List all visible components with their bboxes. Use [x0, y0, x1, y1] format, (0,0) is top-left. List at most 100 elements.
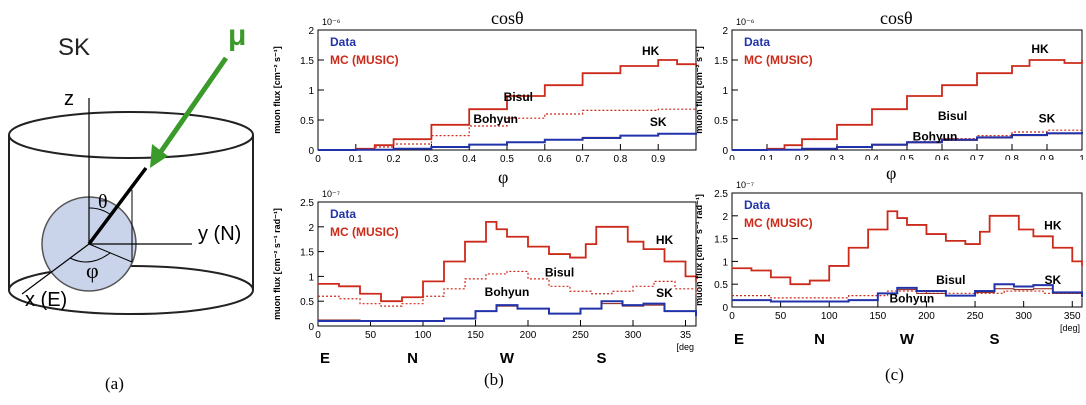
theta-label: θ: [98, 191, 108, 213]
panel-c-top-title: cosθ: [880, 8, 913, 28]
x-tick-label: 150: [467, 330, 484, 341]
y-tick-label: 1.5: [300, 56, 314, 67]
series-label-sk: SK: [1039, 111, 1056, 125]
y-exponent: 10⁻⁶: [736, 17, 755, 27]
x-tick-label: 100: [821, 311, 838, 322]
series-label-bisul: Bisul: [936, 273, 965, 287]
x-tick-label: 0.4: [462, 154, 476, 165]
y-tick-label: 1.5: [714, 56, 728, 67]
direction-n: N: [814, 331, 825, 348]
projection-ground: [88, 243, 133, 263]
muon-arrowhead: [150, 144, 168, 168]
x-tick-label: 0.3: [424, 154, 438, 165]
series-label-hk: HK: [656, 233, 674, 247]
legend-mc: MC (MUSIC): [330, 225, 399, 239]
series-bohyun-line: [318, 303, 697, 322]
series-hk-line: [318, 220, 697, 303]
y-tick-label: 1: [722, 86, 728, 97]
series-label-hk: HK: [1031, 42, 1049, 56]
x-tick-label: 300: [625, 330, 642, 341]
y-tick-label: 2: [308, 223, 314, 234]
y-exponent: 10⁻⁶: [322, 17, 341, 27]
particle-label: μ: [228, 19, 246, 52]
legend-data: Data: [330, 35, 356, 49]
caption-a: (a): [105, 374, 124, 393]
x-tick-label: 200: [520, 330, 537, 341]
y-axis-label: muon flux [cm⁻² s⁻¹]: [694, 46, 704, 134]
x-tick-label: 0.1: [760, 154, 774, 160]
y-tick-label: 1.5: [300, 248, 314, 259]
x-tick-label: 0.5: [900, 154, 914, 160]
series-label-bohyun: Bohyun: [890, 291, 935, 305]
detector-diagram: SK μ z y (N) x (E) θ φ: [8, 19, 254, 315]
series-label-sk: SK: [656, 286, 673, 300]
plot-frame: [731, 192, 1083, 308]
y-tick-label: 0: [308, 322, 314, 333]
series-label-bisul: Bisul: [545, 265, 574, 279]
y-tick-label: 0.5: [300, 116, 314, 127]
detector-title: SK: [58, 34, 90, 61]
x-tick-label: 50: [775, 311, 787, 322]
cylinder-top: [8, 111, 254, 159]
x-axis-label: x (E): [25, 289, 67, 311]
series-label-bohyun: Bohyun: [485, 285, 530, 299]
y-tick-label: 2.5: [300, 198, 314, 209]
caption-c: (c): [885, 365, 904, 384]
series-label-sk: SK: [650, 115, 667, 129]
phi-arc: [69, 252, 111, 263]
x-tick-label: 0.9: [651, 154, 665, 165]
x-tick-label: 200: [918, 311, 935, 322]
x-tick-label: 150: [869, 311, 886, 322]
y-tick-label: 1: [308, 86, 314, 97]
y-tick-label: 0.5: [714, 280, 728, 291]
z-axis-label: z: [64, 88, 74, 110]
series-hk-line: [732, 59, 1083, 151]
legend-mc: MC (MUSIC): [330, 53, 399, 67]
panel-c-bottom-title: φ: [886, 163, 897, 183]
panel-b-top-title: cosθ: [491, 8, 524, 28]
x-tick-label: 0.2: [387, 154, 401, 165]
series-bisul-line: [732, 290, 1083, 299]
plot-frame: [731, 29, 1083, 151]
series-hk-line: [318, 59, 697, 151]
series-label-bisul: Bisul: [504, 90, 533, 104]
direction-w: W: [900, 331, 915, 348]
chart-c-top: 0 0.5 1 1.5 2 0 0.1 0.2 0.3 0.4 0.5 0.6 0.7 0.8 0.9 1 10…: [694, 17, 1085, 160]
x-tick-label: 0.7: [576, 154, 590, 165]
y-tick-label: 1.5: [714, 235, 728, 246]
series-label-bisul: Bisul: [938, 109, 967, 123]
y-axis-label: muon flux [cm⁻² s⁻¹]: [272, 46, 282, 134]
y-tick-label: 1: [308, 272, 314, 283]
y-axis-label: muon flux [cm⁻² s⁻¹ rad⁻¹]: [272, 208, 282, 320]
legend-mc: MC (MUSIC): [744, 53, 813, 67]
direction-n: N: [407, 350, 418, 367]
legend-mc: MC (MUSIC): [744, 216, 813, 230]
series-label-sk: SK: [1044, 273, 1061, 287]
chart-c-bottom: 0 0.5 1 1.5 2 2.5 0 50 100 150 200 250 300 350[deg] 10…: [694, 180, 1083, 348]
y-tick-label: 0.5: [714, 116, 728, 127]
legend-data: Data: [744, 198, 770, 212]
series-label-bohyun: Bohyun: [473, 112, 518, 126]
legend-data: Data: [330, 207, 356, 221]
y-tick-label: 1: [722, 257, 728, 268]
x-tick-label: 0.2: [795, 154, 809, 160]
direction-e: E: [320, 350, 330, 367]
x-tick-label: 0.4: [865, 154, 879, 160]
y-tick-label: 2.5: [714, 189, 728, 200]
x-tick-label: 0.8: [1005, 154, 1019, 160]
caption-b: (b): [484, 370, 504, 389]
x-tick-label: 0.6: [935, 154, 949, 160]
series-sk-line: [732, 132, 1083, 151]
series-sk-line: [318, 132, 697, 151]
x-unit-label: [deg]: [1060, 323, 1080, 333]
x-tick-label: 0: [315, 330, 321, 341]
direction-s: S: [596, 350, 606, 367]
x-tick-label: 1: [1079, 154, 1085, 160]
y-tick-label: 0: [308, 146, 314, 157]
y-axis-label: y (N): [198, 223, 241, 245]
x-tick-label: 250: [967, 311, 984, 322]
y-tick-label: 0.5: [300, 297, 314, 308]
x-tick-label: 0: [315, 154, 321, 165]
x-tick-label: 0.7: [970, 154, 984, 160]
series-bisul-line: [318, 270, 697, 307]
